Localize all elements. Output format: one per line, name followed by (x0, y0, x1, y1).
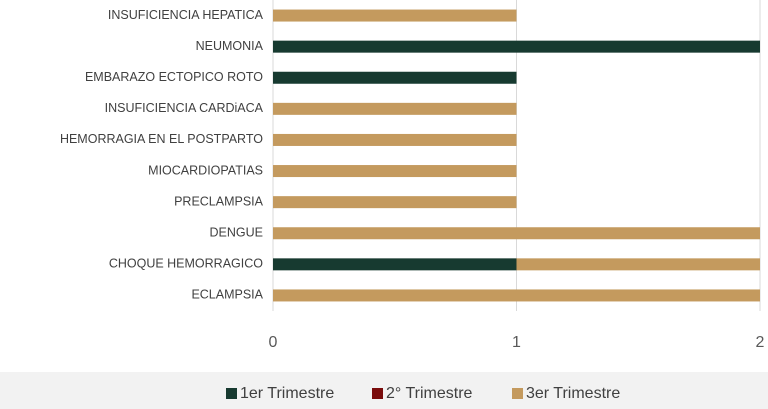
legend-label: 2° Trimestre (386, 385, 473, 402)
bar-segment (273, 133, 517, 146)
y-tick-label: EMBARAZO ECTOPICO ROTO (85, 70, 263, 84)
x-tick-label: 2 (756, 334, 765, 351)
bar-segment (273, 289, 760, 302)
bar-segment (273, 165, 517, 178)
legend-swatch (226, 388, 237, 399)
y-tick-label: HEMORRAGIA EN EL POSTPARTO (60, 132, 263, 146)
legend-label: 3er Trimestre (526, 385, 620, 402)
y-tick-label: NEUMONIA (196, 39, 264, 53)
legend-background (0, 372, 768, 409)
bar-segment (273, 227, 760, 240)
y-tick-label: INSUFICIENCIA CARDiACA (105, 101, 264, 115)
legend-swatch (372, 388, 383, 399)
bar-segment (273, 40, 760, 53)
bar-segment (273, 9, 517, 22)
y-tick-label: PRECLAMPSIA (174, 194, 264, 208)
bar-segment (516, 258, 760, 271)
y-tick-label: MIOCARDIOPATIAS (148, 163, 263, 177)
bar-segment (273, 258, 517, 271)
x-tick-label: 1 (512, 334, 521, 351)
x-tick-label: 0 (269, 334, 278, 351)
y-tick-label: CHOQUE HEMORRAGICO (109, 257, 263, 271)
legend-swatch (512, 388, 523, 399)
bar-segment (273, 102, 517, 115)
bar-segment (273, 196, 517, 209)
legend-label: 1er Trimestre (240, 385, 334, 402)
y-tick-label: DENGUE (210, 226, 263, 240)
y-tick-label: ECLAMPSIA (191, 288, 263, 302)
y-tick-label: INSUFICIENCIA HEPATICA (108, 8, 264, 22)
bar-segment (273, 71, 517, 84)
